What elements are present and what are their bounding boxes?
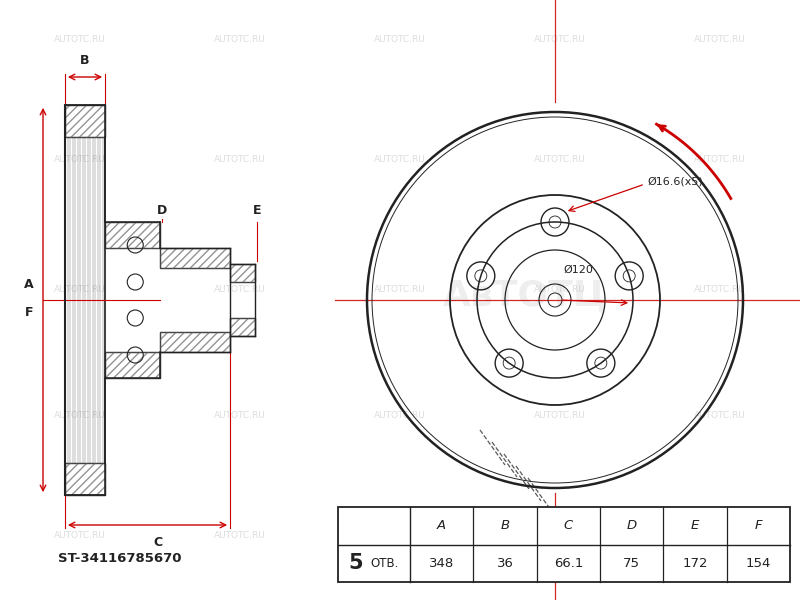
Text: AUTOTC.RU: AUTOTC.RU [694,410,746,419]
Bar [105,222,160,248]
Text: 154: 154 [746,557,771,570]
Text: AUTOTC.RU: AUTOTC.RU [534,410,586,419]
Text: E: E [253,203,262,217]
Text: AUTOTC.RU: AUTOTC.RU [54,410,106,419]
Text: AUTOTC.RU: AUTOTC.RU [694,530,746,539]
Text: E: E [691,519,699,532]
Text: ST-34116785670: ST-34116785670 [58,551,182,565]
Text: 66.1: 66.1 [554,557,583,570]
Text: F: F [754,519,762,532]
Text: 36: 36 [497,557,514,570]
Bar [160,332,230,352]
Bar [65,105,105,137]
Text: AUTOTC.RU: AUTOTC.RU [214,286,266,295]
Text: AUTOTC.RU: AUTOTC.RU [54,35,106,44]
Text: D: D [626,519,637,532]
Text: AUTOTC.RU: AUTOTC.RU [534,155,586,164]
Text: C: C [153,535,162,548]
Text: AUTOTC.RU: AUTOTC.RU [694,35,746,44]
Text: Ø120: Ø120 [563,265,593,275]
Bar [338,507,790,582]
Bar [230,318,255,336]
Text: B: B [501,519,510,532]
Text: AUTOTC.RU: AUTOTC.RU [214,530,266,539]
Text: 75: 75 [623,557,640,570]
Bar [65,105,105,137]
Bar [105,352,160,378]
Bar [230,264,255,282]
Text: AUTOTC.RU: AUTOTC.RU [374,35,426,44]
Text: AUTOTC.RU: AUTOTC.RU [694,155,746,164]
Text: A: A [24,278,34,292]
Text: 5: 5 [349,553,363,573]
Text: AUTOTC.RU: AUTOTC.RU [534,286,586,295]
Text: AUTOTC.RU: AUTOTC.RU [214,410,266,419]
Text: 348: 348 [429,557,454,570]
Bar [230,318,255,336]
Text: AUTOTC.RU: AUTOTC.RU [54,286,106,295]
Bar [160,248,230,268]
Bar [230,264,255,282]
Bar [160,332,230,352]
Text: B: B [80,55,90,67]
Text: AUTOTC.RU: AUTOTC.RU [214,35,266,44]
Text: АвТОТЦ: АвТОТЦ [443,278,607,312]
Text: C: C [564,519,573,532]
Bar [105,352,160,378]
Bar [65,463,105,495]
Text: A: A [437,519,446,532]
Text: D: D [157,203,167,217]
Bar [65,463,105,495]
Text: Ø16.6(x5): Ø16.6(x5) [647,177,702,187]
Text: 172: 172 [682,557,708,570]
Text: AUTOTC.RU: AUTOTC.RU [54,155,106,164]
Bar [105,222,160,248]
Text: ОТВ.: ОТВ. [371,557,399,570]
Text: AUTOTC.RU: AUTOTC.RU [374,155,426,164]
Text: AUTOTC.RU: AUTOTC.RU [534,530,586,539]
Text: AUTOTC.RU: AUTOTC.RU [374,286,426,295]
Text: AUTOTC.RU: AUTOTC.RU [694,286,746,295]
Text: AUTOTC.RU: AUTOTC.RU [374,530,426,539]
Bar [160,248,230,268]
Text: AUTOTC.RU: AUTOTC.RU [214,155,266,164]
Text: F: F [25,305,34,319]
Text: AUTOTC.RU: AUTOTC.RU [374,410,426,419]
Text: AUTOTC.RU: AUTOTC.RU [534,35,586,44]
Text: AUTOTC.RU: AUTOTC.RU [54,530,106,539]
